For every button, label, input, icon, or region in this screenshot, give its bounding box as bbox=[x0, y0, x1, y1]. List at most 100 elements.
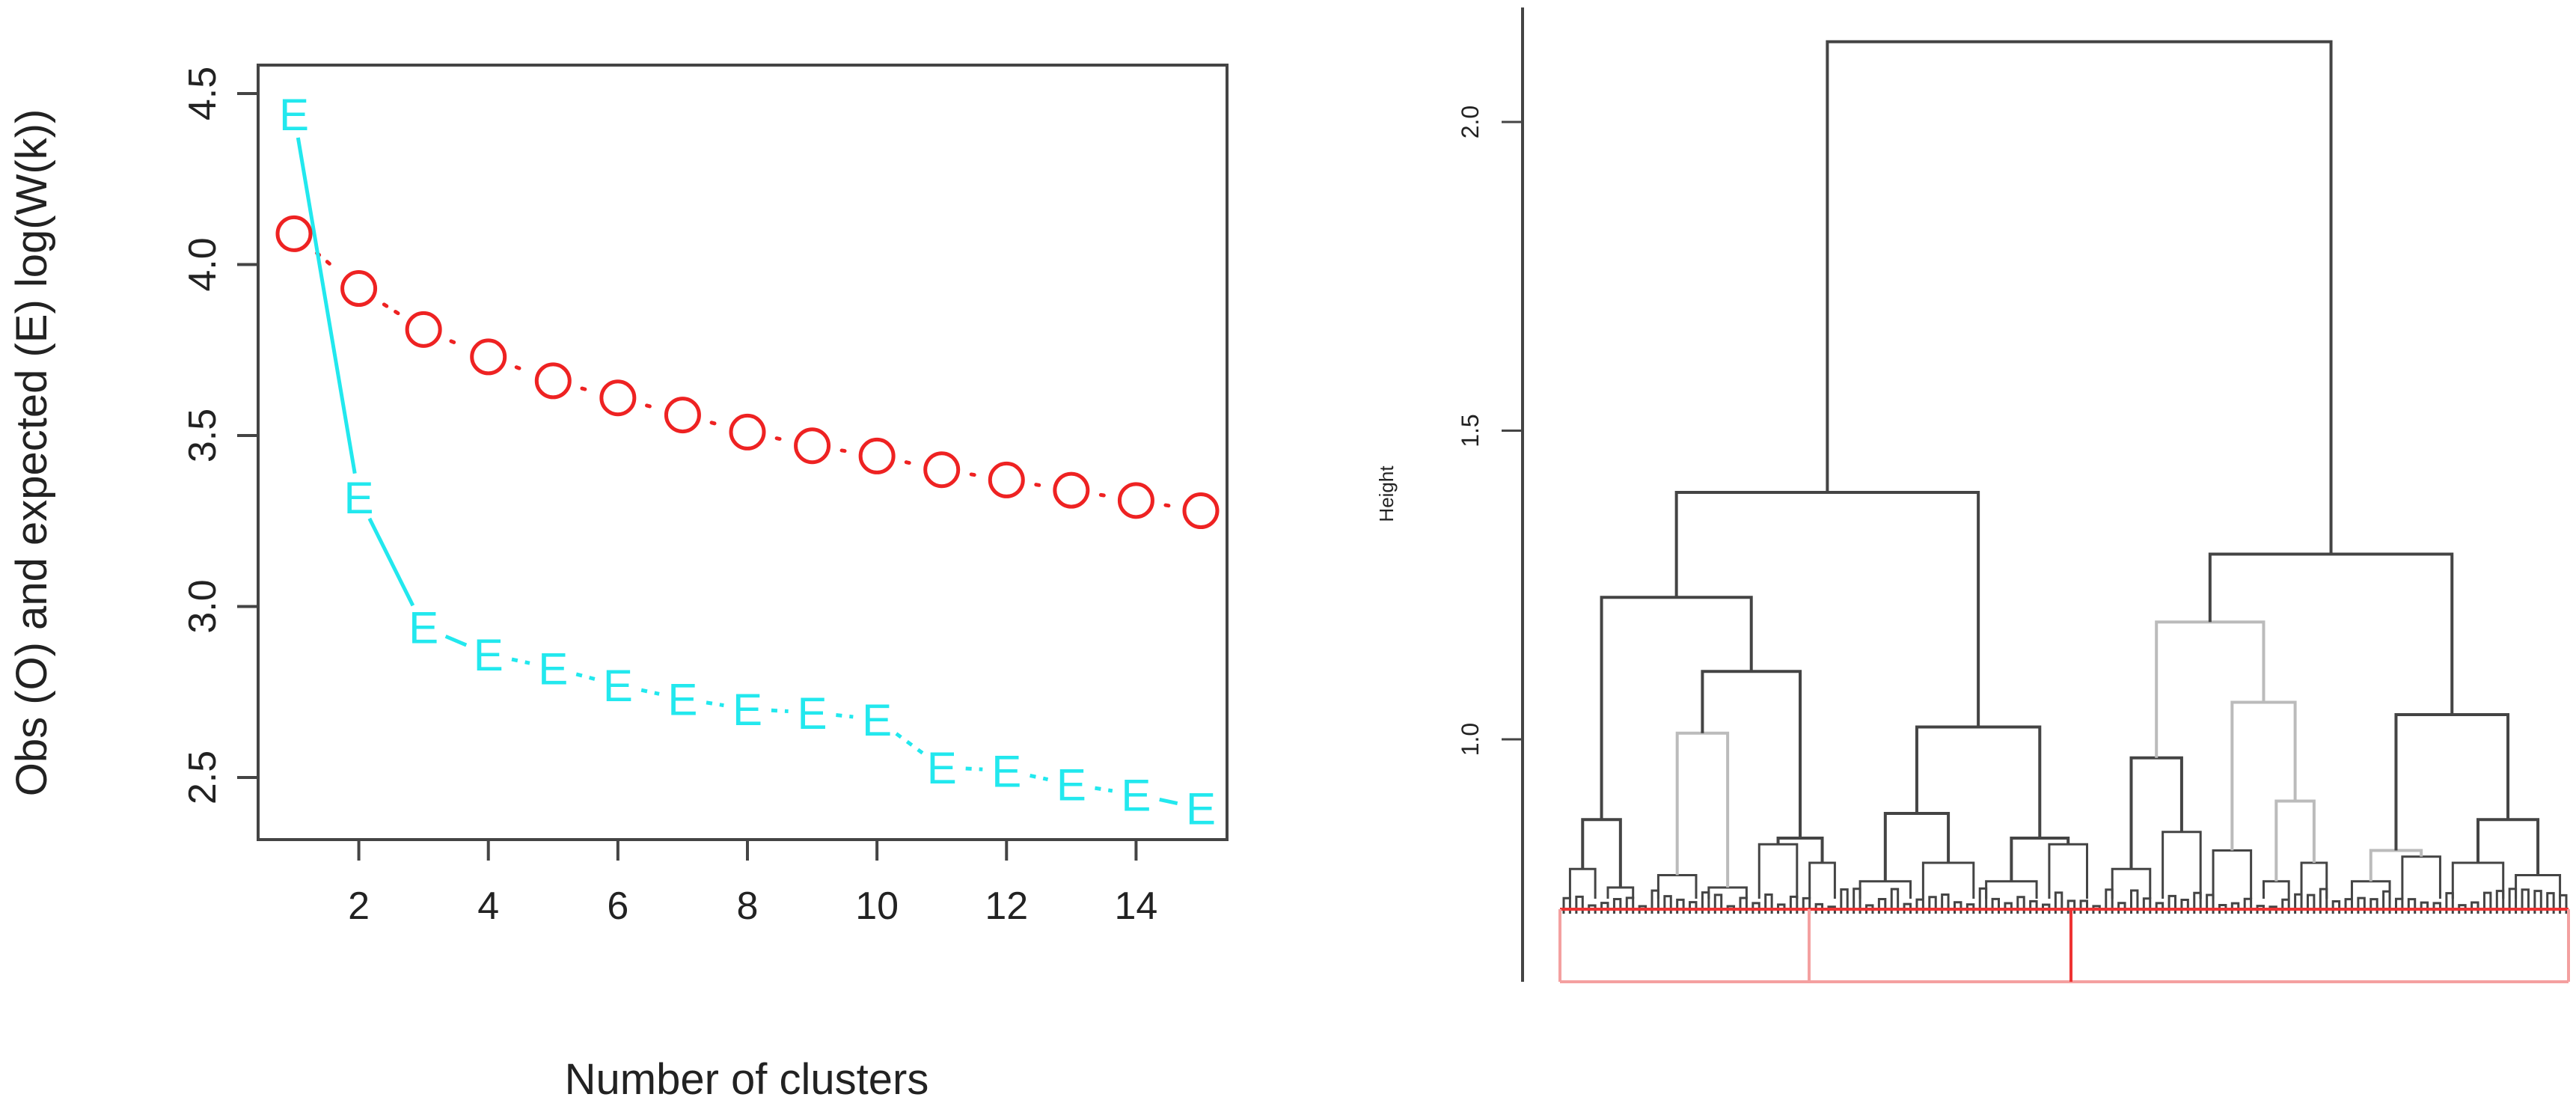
branch bbox=[2300, 861, 2328, 899]
branch bbox=[2401, 855, 2441, 899]
obs-line-segment bbox=[382, 302, 400, 316]
obs-point bbox=[858, 437, 896, 474]
leaf-merge bbox=[2344, 898, 2353, 914]
leaf-merge bbox=[2495, 890, 2505, 914]
leaf-merge bbox=[2382, 890, 2391, 914]
obs-line-segment bbox=[449, 339, 463, 347]
leaf-merge bbox=[2180, 899, 2189, 914]
expected-line-segment bbox=[367, 517, 415, 607]
expected-point: E bbox=[538, 644, 568, 694]
leaf-merge bbox=[1713, 893, 1723, 914]
x-tick-label: 12 bbox=[985, 885, 1028, 928]
obs-line-segment bbox=[1163, 503, 1173, 508]
expected-point: E bbox=[344, 473, 374, 523]
leaf-merge bbox=[1890, 887, 1900, 914]
branch bbox=[1581, 818, 1622, 887]
leaf-merge bbox=[1941, 893, 1950, 914]
leaf-merge bbox=[2129, 889, 2139, 914]
expected-series-line bbox=[296, 137, 1178, 805]
x-tick-label: 4 bbox=[477, 885, 499, 928]
obs-line-segment bbox=[1034, 483, 1044, 488]
leaf-merge bbox=[1802, 896, 1811, 914]
leaf-merge bbox=[1676, 898, 1685, 914]
leaf-merge bbox=[2193, 891, 2202, 914]
leaf-merge bbox=[2482, 891, 2492, 914]
expected-line-segment bbox=[575, 672, 596, 681]
y-tick-label: 2.0 bbox=[1457, 106, 1484, 138]
branch bbox=[1826, 40, 2333, 554]
dendrogram-branches bbox=[1568, 40, 2562, 899]
obs-point bbox=[1182, 492, 1220, 530]
leaf-merge bbox=[1739, 896, 1748, 914]
leaf-merge bbox=[2206, 893, 2215, 914]
leaf-merge bbox=[1789, 895, 1799, 914]
branch bbox=[2394, 713, 2510, 851]
expected-point: E bbox=[474, 630, 504, 680]
leaf-merge bbox=[2521, 888, 2530, 914]
obs-line-segment bbox=[580, 386, 591, 393]
branch bbox=[1701, 670, 1802, 838]
branch bbox=[1921, 861, 1975, 899]
expected-line-segment bbox=[511, 657, 530, 665]
branch bbox=[1915, 725, 2042, 838]
x-tick-label: 10 bbox=[855, 885, 899, 928]
expected-point: E bbox=[732, 685, 762, 735]
branch bbox=[2262, 880, 2290, 899]
obs-point bbox=[664, 397, 701, 434]
obs-point bbox=[340, 269, 378, 307]
expected-point: E bbox=[1186, 784, 1216, 834]
y-axis-title: Height bbox=[1375, 465, 1398, 522]
expected-line-segment bbox=[895, 732, 924, 755]
obs-series-markers bbox=[275, 215, 1220, 530]
leaf-merge bbox=[2357, 896, 2366, 914]
obs-point bbox=[1117, 482, 1154, 519]
leaf-merge bbox=[2508, 887, 2518, 914]
expected-point: E bbox=[603, 661, 633, 711]
expected-line-segment bbox=[1030, 774, 1049, 781]
leaf-merge bbox=[2281, 898, 2290, 914]
obs-point bbox=[405, 311, 442, 348]
cluster-cut-boxes bbox=[1558, 908, 2570, 983]
obs-line-segment bbox=[514, 365, 527, 373]
branch bbox=[2208, 552, 2454, 715]
expected-point: E bbox=[862, 695, 892, 745]
leaf-merge bbox=[2559, 893, 2568, 914]
y-axis: 2.5 3.0 3.5 4.0 4.5 bbox=[181, 67, 260, 804]
leaf-merge bbox=[1877, 897, 1887, 914]
obs-series-line bbox=[315, 251, 1173, 508]
y-tick-label: 3.5 bbox=[181, 409, 224, 462]
y-axis-title: Obs (O) and expected (E) log(W(k)) bbox=[7, 109, 56, 797]
branch bbox=[2274, 799, 2316, 882]
branch bbox=[1675, 731, 1730, 887]
obs-point bbox=[923, 451, 961, 489]
leaf-merge bbox=[2306, 893, 2316, 914]
branch bbox=[1776, 837, 1824, 863]
leaf-merge bbox=[1764, 893, 1773, 914]
expected-point: E bbox=[279, 90, 309, 140]
leaf-merge bbox=[1612, 897, 1622, 914]
obs-point bbox=[275, 215, 313, 252]
expected-line-segment bbox=[296, 137, 357, 474]
leaf-merge bbox=[2319, 887, 2328, 914]
leaf-merge bbox=[1915, 898, 1924, 914]
branch bbox=[2155, 620, 2266, 758]
branch bbox=[2476, 818, 2540, 876]
leaf-merge bbox=[1991, 897, 2001, 914]
obs-point bbox=[794, 427, 831, 465]
expected-point: E bbox=[409, 603, 438, 653]
leaf-merge bbox=[2142, 897, 2152, 914]
leaf-merge bbox=[2546, 892, 2555, 914]
expected-line-segment bbox=[836, 713, 854, 719]
leaf-merge bbox=[1575, 895, 1584, 914]
leaf-merge bbox=[2105, 888, 2114, 914]
obs-point bbox=[988, 461, 1025, 498]
branch bbox=[2212, 849, 2253, 899]
leaf-merge bbox=[1701, 891, 1710, 914]
leaf-merge bbox=[2331, 900, 2341, 914]
branch bbox=[1985, 880, 2038, 899]
obs-line-segment bbox=[969, 472, 979, 477]
expected-point: E bbox=[927, 743, 957, 793]
expected-point: E bbox=[667, 674, 697, 724]
